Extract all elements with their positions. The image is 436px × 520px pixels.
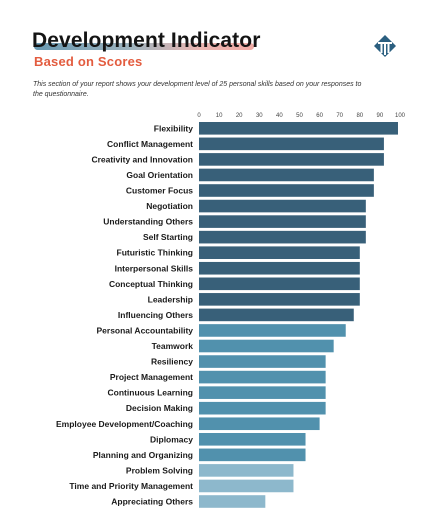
bar-appreciating-others (199, 495, 266, 508)
category-label-conflict-management: Conflict Management (107, 139, 193, 149)
x-tick-label-60: 60 (316, 113, 323, 119)
page-subtitle: Based on Scores (34, 54, 143, 69)
category-label-project-management: Project Management (110, 372, 193, 382)
intro-text: This section of your report shows your d… (33, 81, 362, 98)
category-label-time-and-priority-management: Time and Priority Management (69, 481, 193, 491)
x-tick-label-90: 90 (377, 113, 384, 119)
title-block: Development Indicator (32, 28, 260, 54)
category-label-flexibility: Flexibility (154, 123, 193, 133)
category-label-appreciating-others: Appreciating Others (111, 497, 193, 507)
category-label-planning-and-organizing: Planning and Organizing (93, 450, 193, 460)
category-label-interpersonal-skills: Interpersonal Skills (115, 263, 194, 273)
bar-understanding-others (199, 215, 366, 228)
bar-self-starting (199, 230, 366, 244)
bar-diplomacy (199, 433, 306, 446)
x-tick-label-20: 20 (236, 113, 243, 119)
bar-teamwork (199, 339, 334, 353)
category-label-influencing-others: Influencing Others (118, 310, 193, 320)
bar-interpersonal-skills (199, 261, 360, 275)
bar-conceptual-thinking (199, 277, 360, 291)
bar-flexibility (199, 122, 398, 135)
category-label-employee-development-coaching: Employee Development/Coaching (56, 419, 193, 429)
bar-problem-solving (199, 464, 294, 477)
category-label-personal-accountability: Personal Accountability (96, 325, 193, 335)
bar-conflict-management (199, 137, 384, 151)
x-tick-label-0: 0 (197, 113, 201, 119)
bar-personal-accountability (199, 324, 346, 337)
category-label-conceptual-thinking: Conceptual Thinking (109, 279, 193, 289)
bar-employee-development-coaching (199, 417, 320, 431)
category-label-self-starting: Self Starting (143, 232, 193, 242)
skills-bar-chart: 0 10 20 30 40 50 60 70 80 90 100 Flexibility Conflic… (56, 113, 406, 508)
x-tick-label-40: 40 (276, 113, 283, 119)
bar-resiliency (199, 355, 326, 368)
title-underline-decoration (34, 43, 254, 50)
bar-decision-making (199, 401, 326, 415)
x-tick-label-30: 30 (256, 113, 263, 119)
bar-futuristic-thinking (199, 246, 360, 259)
bar-continuous-learning (199, 386, 326, 399)
category-label-leadership: Leadership (148, 294, 193, 304)
category-label-resiliency: Resiliency (151, 357, 193, 367)
category-label-goal-orientation: Goal Orientation (126, 170, 193, 180)
bar-time-and-priority-management (199, 479, 294, 493)
category-label-problem-solving: Problem Solving (126, 465, 193, 475)
category-label-understanding-others: Understanding Others (103, 217, 193, 227)
bar-planning-and-organizing (199, 448, 306, 462)
x-tick-label-10: 10 (216, 113, 223, 119)
bar-project-management (199, 370, 326, 384)
category-label-customer-focus: Customer Focus (126, 186, 193, 196)
bar-leadership (199, 293, 360, 306)
bar-negotiation (199, 199, 366, 213)
bar-customer-focus (199, 184, 374, 197)
company-logo-icon (374, 35, 396, 57)
category-label-futuristic-thinking: Futuristic Thinking (117, 248, 194, 258)
category-label-negotiation: Negotiation (146, 201, 193, 211)
category-label-continuous-learning: Continuous Learning (108, 388, 193, 398)
bar-creativity-and-innovation (199, 153, 384, 166)
bar-goal-orientation (199, 168, 374, 182)
category-label-creativity-and-innovation: Creativity and Innovation (91, 154, 193, 164)
page-title: Development Indicator (32, 29, 261, 52)
category-label-teamwork: Teamwork (152, 341, 194, 351)
x-tick-label-70: 70 (336, 113, 343, 119)
x-tick-label-100: 100 (395, 113, 406, 119)
bar-influencing-others (199, 308, 354, 322)
category-label-diplomacy: Diplomacy (150, 434, 193, 444)
x-tick-label-80: 80 (356, 113, 363, 119)
x-tick-label-50: 50 (296, 113, 303, 119)
category-label-decision-making: Decision Making (126, 403, 193, 413)
